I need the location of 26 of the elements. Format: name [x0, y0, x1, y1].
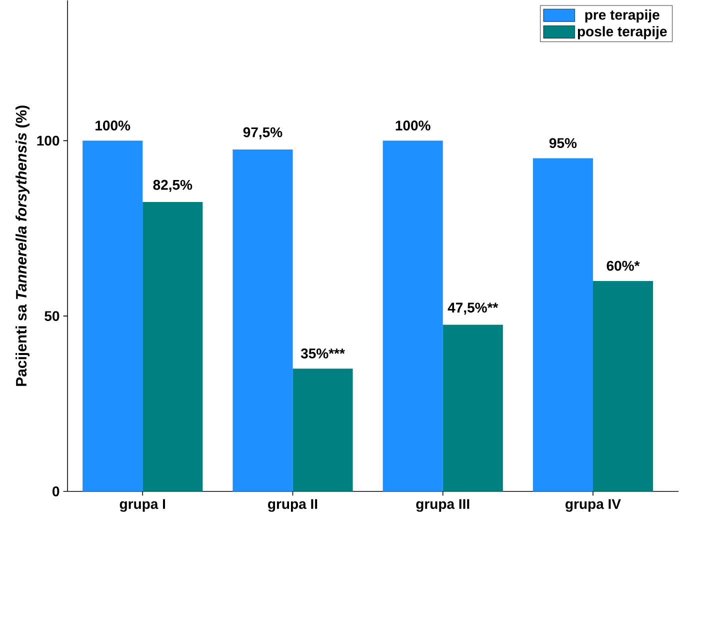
- x-tick-label: grupa II: [268, 499, 318, 512]
- bar: [232, 150, 293, 492]
- bar: [592, 281, 654, 492]
- data-label: 100%: [96, 120, 130, 131]
- bar: [82, 140, 143, 492]
- y-tick-label: 0: [52, 486, 60, 497]
- bar: [292, 368, 353, 492]
- y-tick-label: 100: [37, 136, 60, 146]
- data-label: 47,5%**: [448, 302, 498, 315]
- bar: [142, 202, 203, 492]
- bar: [382, 140, 443, 492]
- y-tick-label: 50: [44, 311, 60, 322]
- x-tick-label: grupa IV: [566, 499, 621, 512]
- data-label: 97,5%: [243, 127, 282, 140]
- bar: [442, 324, 503, 492]
- bar: [532, 158, 593, 492]
- data-label: 35%***: [300, 348, 345, 359]
- legend-label: pre terapije: [585, 10, 660, 23]
- data-label: 95%: [549, 138, 577, 148]
- y-axis-title: Pacijenti sa Tannerella forsythensis (%): [16, 106, 30, 386]
- legend-label: posle terapije: [578, 26, 667, 40]
- data-label: 82,5%: [153, 180, 192, 192]
- x-tick-label: grupa III: [416, 499, 470, 512]
- data-label: 100%: [396, 120, 430, 131]
- x-tick-label: grupa I: [120, 499, 166, 512]
- data-label: 60%*: [606, 261, 640, 271]
